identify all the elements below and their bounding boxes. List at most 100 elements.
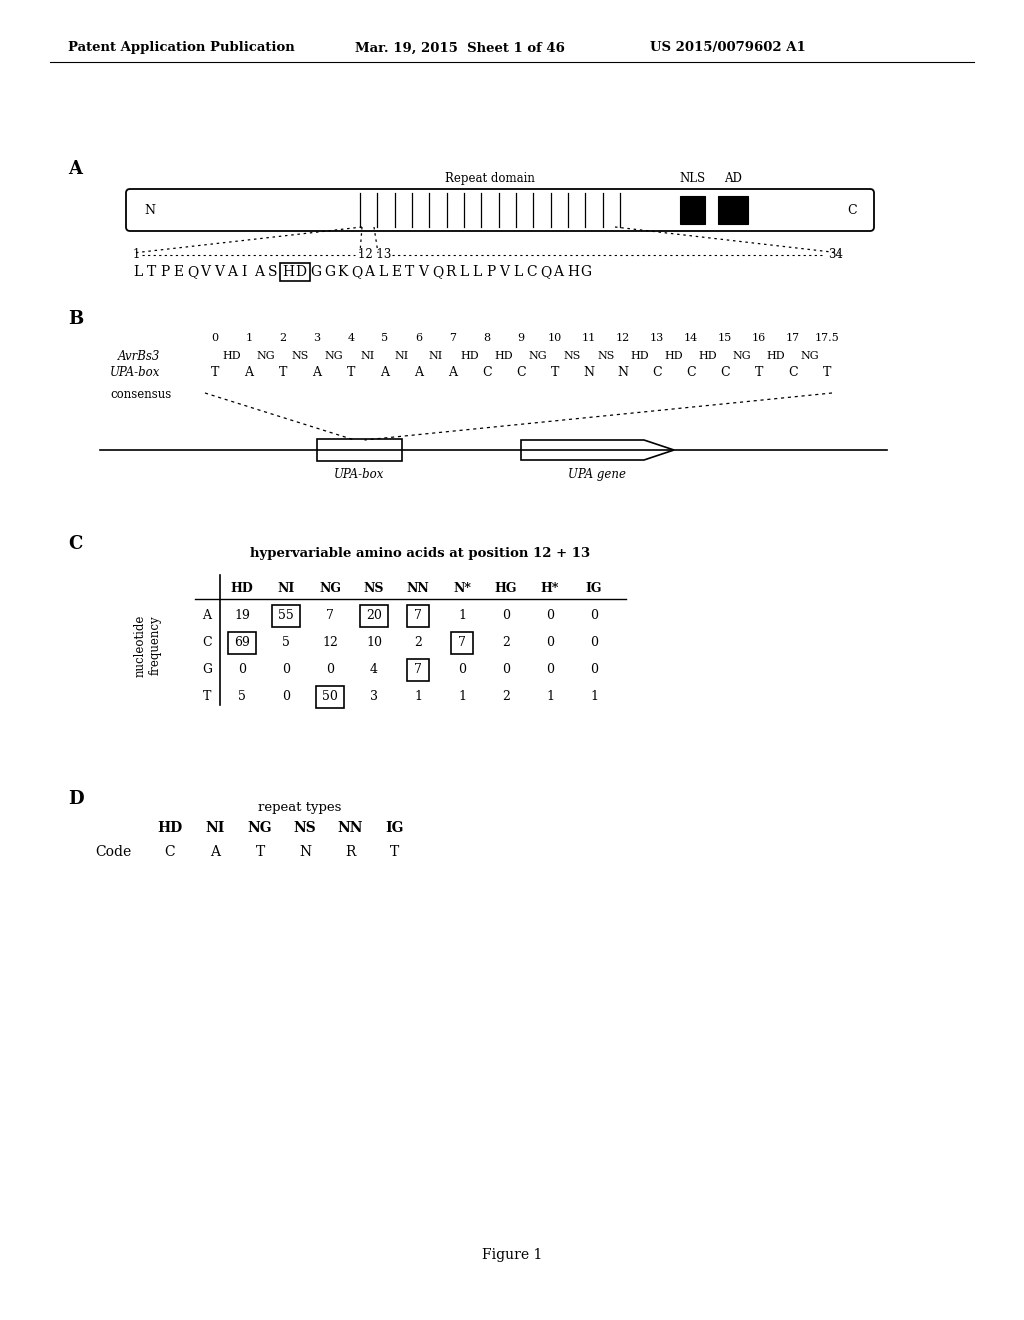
Text: A: A [68, 160, 82, 178]
Text: L: L [513, 265, 522, 279]
Text: NG: NG [801, 351, 819, 360]
Text: N: N [617, 367, 629, 380]
Text: 10: 10 [366, 636, 382, 649]
Text: A: A [415, 367, 424, 380]
FancyBboxPatch shape [126, 189, 874, 231]
Text: NI: NI [278, 582, 295, 595]
Text: A: A [449, 367, 458, 380]
Text: IG: IG [386, 821, 404, 836]
Text: G: G [581, 265, 592, 279]
Bar [316, 685, 344, 708]
Text: 16: 16 [752, 333, 766, 343]
Text: 50: 50 [323, 690, 338, 704]
Text: 0: 0 [238, 663, 246, 676]
Text: 0: 0 [326, 663, 334, 676]
Text: 0: 0 [502, 663, 510, 676]
Bar [451, 631, 473, 653]
Text: 55: 55 [279, 609, 294, 622]
Text: 2: 2 [502, 690, 510, 704]
Text: T: T [203, 690, 211, 704]
Text: 7: 7 [414, 663, 422, 676]
Text: B: B [68, 310, 83, 327]
Text: C: C [202, 636, 212, 649]
Text: NI: NI [395, 351, 410, 360]
Text: NS: NS [563, 351, 581, 360]
Text: AD: AD [724, 172, 742, 185]
Text: NN: NN [407, 582, 429, 595]
Text: D: D [68, 789, 84, 808]
Text: 4: 4 [370, 663, 378, 676]
Text: N: N [299, 845, 311, 859]
Text: A: A [554, 265, 563, 279]
Text: T: T [406, 265, 415, 279]
Bar [718, 195, 748, 224]
Text: 1: 1 [414, 690, 422, 704]
Text: C: C [652, 367, 662, 380]
Text: A: A [227, 265, 238, 279]
Text: 2: 2 [502, 636, 510, 649]
Text: NI: NI [206, 821, 224, 836]
Text: I: I [241, 265, 247, 279]
Text: 0: 0 [590, 609, 598, 622]
Text: A: A [210, 845, 220, 859]
Text: K: K [338, 265, 348, 279]
Text: T: T [390, 845, 399, 859]
Text: NG: NG [325, 351, 343, 360]
Text: UPA gene: UPA gene [568, 469, 627, 480]
Bar [272, 605, 300, 627]
Text: 12: 12 [615, 333, 630, 343]
Text: 17: 17 [786, 333, 800, 343]
Text: R: R [345, 845, 355, 859]
Text: A: A [255, 265, 264, 279]
Text: 1: 1 [590, 690, 598, 704]
Text: 0: 0 [282, 663, 290, 676]
Text: 1: 1 [246, 333, 253, 343]
Text: NS: NS [597, 351, 614, 360]
Bar [407, 605, 429, 627]
Text: HD: HD [158, 821, 182, 836]
Text: P: P [160, 265, 169, 279]
Text: NI: NI [429, 351, 443, 360]
Text: H*: H* [541, 582, 559, 595]
Bar [317, 440, 402, 461]
Text: 1: 1 [458, 690, 466, 704]
Text: 0: 0 [211, 333, 218, 343]
Text: A: A [381, 367, 389, 380]
Text: Mar. 19, 2015  Sheet 1 of 46: Mar. 19, 2015 Sheet 1 of 46 [355, 41, 565, 54]
Text: S: S [268, 265, 278, 279]
Text: R: R [445, 265, 456, 279]
Text: IG: IG [586, 582, 602, 595]
Text: C: C [482, 367, 492, 380]
Text: T: T [551, 367, 559, 380]
Text: 34: 34 [828, 248, 843, 261]
Text: T: T [211, 367, 219, 380]
Text: E: E [391, 265, 401, 279]
Text: 0: 0 [546, 609, 554, 622]
Text: AvrBs3: AvrBs3 [118, 350, 161, 363]
Text: T: T [146, 265, 156, 279]
Text: Repeat domain: Repeat domain [445, 172, 535, 185]
Text: HD: HD [665, 351, 683, 360]
Text: HD: HD [222, 351, 242, 360]
Text: 5: 5 [238, 690, 246, 704]
Text: T: T [347, 367, 355, 380]
Text: 12: 12 [323, 636, 338, 649]
Bar [228, 631, 256, 653]
Text: A: A [245, 367, 254, 380]
Text: 19: 19 [234, 609, 250, 622]
Text: 7: 7 [414, 609, 422, 622]
Text: 0: 0 [458, 663, 466, 676]
Text: 3: 3 [313, 333, 321, 343]
Text: UPA-box: UPA-box [110, 366, 161, 379]
Text: Patent Application Publication: Patent Application Publication [68, 41, 295, 54]
Text: HD: HD [767, 351, 785, 360]
Text: H: H [282, 265, 294, 279]
Text: V: V [500, 265, 510, 279]
Text: Q: Q [432, 265, 443, 279]
Text: 20: 20 [366, 609, 382, 622]
Text: A: A [312, 367, 322, 380]
Text: 0: 0 [282, 690, 290, 704]
Text: 14: 14 [684, 333, 698, 343]
Text: NS: NS [291, 351, 308, 360]
Text: C: C [165, 845, 175, 859]
